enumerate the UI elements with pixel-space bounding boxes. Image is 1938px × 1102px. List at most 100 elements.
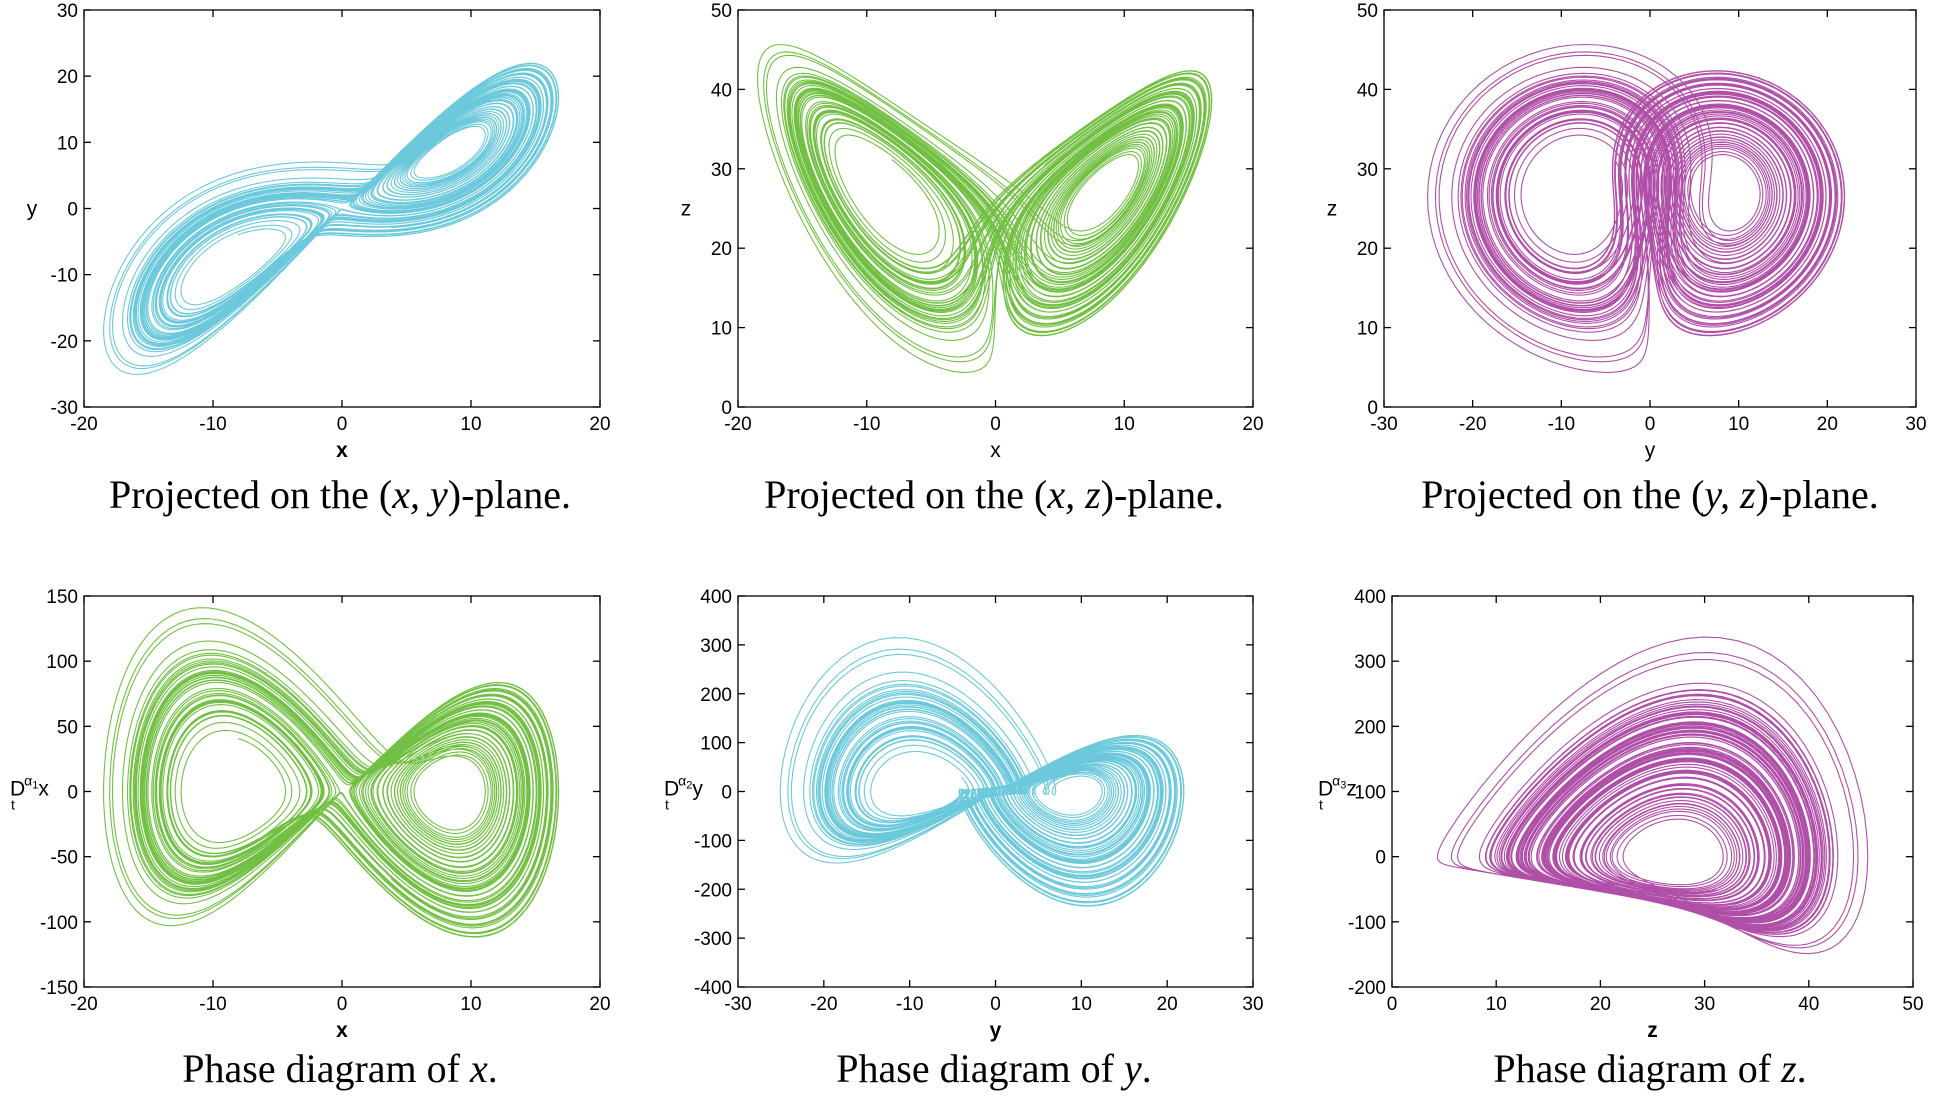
series-line-phase_y — [779, 637, 1185, 907]
y-tick-label: 40 — [711, 80, 732, 101]
caption-vars: y — [1120, 1046, 1142, 1091]
caption-text-end: . — [488, 1046, 498, 1091]
caption-yz: Projected on the (y, z)-plane. — [1421, 472, 1879, 517]
ylabel-var: x — [38, 778, 49, 801]
y-tick-label: -200 — [1348, 978, 1386, 999]
caption-text: Projected on the ( — [764, 472, 1047, 517]
y-axis-label: Dα3z — [1318, 773, 1357, 801]
y-tick-label: -100 — [1348, 913, 1386, 934]
x-tick-label: -10 — [853, 414, 880, 435]
y-tick-label: 0 — [1367, 398, 1378, 419]
ylabel-var: y — [692, 778, 703, 801]
chart-phase_z: 0 10 20 30 40 50-200-1000100200300400zDα3ztPh… — [1318, 587, 1924, 1091]
y-tick-label: 50 — [1357, 1, 1378, 22]
y-tick-label: 40 — [1357, 80, 1378, 101]
x-tick-label: 10 — [1114, 414, 1135, 435]
y-axis-label: Dα2y — [664, 773, 703, 801]
x-tick-label: 50 — [1902, 994, 1923, 1015]
y-tick-label: 0 — [67, 783, 78, 804]
y-tick-label: 100 — [46, 652, 78, 673]
x-tick-label: -20 — [70, 414, 97, 435]
caption-vars: x, z — [1046, 472, 1101, 517]
x-tick-label: -30 — [1370, 414, 1397, 435]
caption-xy: Projected on the (x, y)-plane. — [109, 472, 571, 517]
y-tick-label: 30 — [711, 160, 732, 181]
y-tick-label: 50 — [57, 717, 78, 738]
y-tick-label: 300 — [1354, 652, 1386, 673]
y-tick-label: 10 — [57, 133, 78, 154]
ylabel-D: D — [664, 778, 679, 801]
y-axis-label: z — [681, 198, 692, 221]
y-tick-label: 200 — [1354, 717, 1386, 738]
caption-vars: z — [1780, 1046, 1797, 1091]
y-tick-label: 30 — [1357, 160, 1378, 181]
caption-text-end: . — [1797, 1046, 1807, 1091]
y-axis-label: Dα1x — [10, 773, 49, 801]
ylabel-t: t — [1319, 797, 1323, 813]
x-tick-label: 20 — [589, 994, 610, 1015]
x-tick-label: 0 — [337, 994, 348, 1015]
x-tick-label: 20 — [589, 414, 610, 435]
x-tick-label: -10 — [1548, 414, 1575, 435]
x-tick-label: -10 — [896, 994, 923, 1015]
x-tick-label: 30 — [1242, 994, 1263, 1015]
caption-text: Phase diagram of — [182, 1046, 470, 1091]
caption-vars: x, y — [391, 472, 448, 517]
x-tick-label: 0 — [1387, 994, 1398, 1015]
x-tick-label: 0 — [337, 414, 348, 435]
x-tick-label: 0 — [1645, 414, 1656, 435]
x-tick-label: -20 — [724, 414, 751, 435]
y-tick-label: 20 — [57, 67, 78, 88]
x-axis-label: x — [336, 439, 348, 462]
y-tick-label: 0 — [721, 398, 732, 419]
x-tick-label: -20 — [70, 994, 97, 1015]
x-tick-label: 20 — [1590, 994, 1611, 1015]
caption-phase_x: Phase diagram of x. — [182, 1046, 497, 1091]
y-tick-label: 150 — [46, 587, 78, 608]
y-tick-label: 100 — [700, 734, 732, 755]
y-tick-label: 0 — [1375, 848, 1386, 869]
x-tick-label: -30 — [724, 994, 751, 1015]
series-line-xy — [103, 62, 560, 376]
x-axis-label: z — [1647, 1019, 1658, 1042]
x-tick-label: 10 — [1728, 414, 1749, 435]
chart-phase_y: -30 -20 -10 0 10 20 30-400-300-200-10001002003… — [664, 587, 1264, 1091]
x-axis-label: y — [1645, 439, 1656, 462]
ylabel-index: 3 — [1340, 780, 1346, 792]
x-tick-label: 40 — [1798, 994, 1819, 1015]
y-tick-label: 30 — [57, 1, 78, 22]
caption-text: Projected on the ( — [1421, 472, 1704, 517]
y-axis-label: z — [1327, 198, 1338, 221]
y-tick-label: -150 — [40, 978, 78, 999]
caption-phase_y: Phase diagram of y. — [836, 1046, 1151, 1091]
x-tick-label: -20 — [1459, 414, 1486, 435]
x-tick-label: -20 — [810, 994, 837, 1015]
x-axis-label: y — [990, 1019, 1002, 1042]
caption-text-end: )-plane. — [448, 472, 571, 517]
y-tick-label: -100 — [694, 831, 732, 852]
caption-phase_z: Phase diagram of z. — [1493, 1046, 1806, 1091]
y-tick-label: -200 — [694, 880, 732, 901]
y-tick-label: 300 — [700, 636, 732, 657]
x-tick-label: 20 — [1817, 414, 1838, 435]
caption-text: Phase diagram of — [1493, 1046, 1781, 1091]
chart-xz: -20 -10 0 10 20 0 10 20 30 40 50 x z Projected on the… — [681, 1, 1264, 517]
y-tick-label: 0 — [721, 783, 732, 804]
caption-text-end: )-plane. — [1101, 472, 1224, 517]
y-tick-label: 100 — [1354, 783, 1386, 804]
y-tick-label: -50 — [51, 848, 78, 869]
ylabel-index: 2 — [686, 780, 692, 792]
x-tick-label: 0 — [990, 994, 1001, 1015]
y-tick-label: 10 — [711, 319, 732, 340]
caption-text: Projected on the ( — [109, 472, 392, 517]
y-tick-label: 400 — [700, 587, 732, 608]
x-tick-label: 10 — [1071, 994, 1092, 1015]
y-tick-label: -100 — [40, 913, 78, 934]
y-tick-label: -10 — [51, 266, 78, 287]
ylabel-D: D — [10, 778, 25, 801]
y-tick-label: -30 — [51, 398, 78, 419]
ylabel-alpha: α — [24, 773, 32, 789]
ylabel-alpha: α — [1332, 773, 1340, 789]
ylabel-index: 1 — [32, 780, 38, 792]
